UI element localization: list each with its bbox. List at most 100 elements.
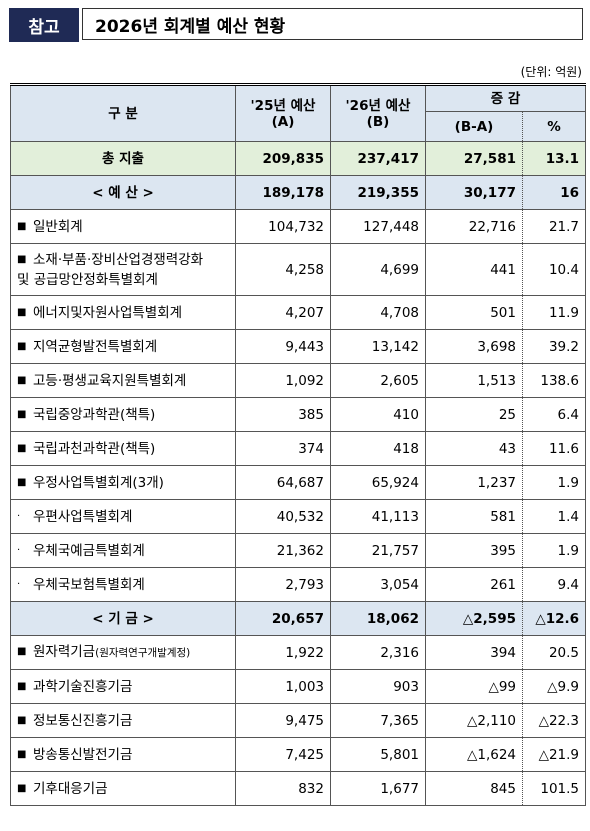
header-a-sub: (A) xyxy=(271,113,295,130)
header-b-title: '26년 예산 xyxy=(345,97,411,114)
cell-b: 2,605 xyxy=(330,363,426,398)
row-label-cell: ■ 에너지및자원사업특별회계 xyxy=(10,295,236,330)
cell-diff: 30,177 xyxy=(425,175,523,210)
row-marker: ■ xyxy=(17,340,27,352)
cell-pct: 1.9 xyxy=(521,465,587,500)
row-label: 지역균형발전특별회계 xyxy=(33,338,158,355)
cell-pct: 39.2 xyxy=(521,329,587,364)
cell-pct: 1.4 xyxy=(521,499,587,534)
title: 2026년 회계별 예산 현황 xyxy=(82,8,583,40)
row-label: 총 지출 xyxy=(102,150,144,167)
cell-b: 21,757 xyxy=(330,533,426,568)
row-marker: ■ xyxy=(17,782,27,794)
row-marker: ■ xyxy=(17,374,27,386)
cell-b: 418 xyxy=(330,431,426,466)
table-row: ■ 일반회계 104,732 127,448 22,716 21.7 xyxy=(10,209,587,244)
table-row: ■ 에너지및자원사업특별회계 4,207 4,708 501 11.9 xyxy=(10,295,587,330)
cell-a: 374 xyxy=(235,431,331,466)
row-label: < 기 금 > xyxy=(92,610,154,627)
cell-a: 64,687 xyxy=(235,465,331,500)
cell-diff: 22,716 xyxy=(425,209,523,244)
row-marker: ■ xyxy=(17,476,27,488)
row-marker: ■ xyxy=(17,306,27,318)
row-marker: ■ xyxy=(17,220,27,232)
cell-diff: 395 xyxy=(425,533,523,568)
row-label-cell: ■ 과학기술진흥기금 xyxy=(10,669,236,704)
cell-b: 2,316 xyxy=(330,635,426,670)
table-row: 총 지출 209,835 237,417 27,581 13.1 xyxy=(10,141,587,176)
row-label: 방송통신발전기금 xyxy=(33,746,133,763)
table-row: ■ 기후대응기금 832 1,677 845 101.5 xyxy=(10,771,587,806)
cell-diff: 27,581 xyxy=(425,141,523,176)
row-label-cell: ■ 국립과천과학관(책특) xyxy=(10,431,236,466)
cell-diff: 845 xyxy=(425,771,523,806)
header-label: 구 분 xyxy=(10,83,236,142)
header-pct: % xyxy=(521,111,587,142)
row-label: 국립과천과학관(책특) xyxy=(33,440,156,457)
row-label: 일반회계 xyxy=(33,218,83,235)
cell-pct: 11.9 xyxy=(521,295,587,330)
cell-a: 7,425 xyxy=(235,737,331,772)
cell-b: 237,417 xyxy=(330,141,426,176)
cell-b: 65,924 xyxy=(330,465,426,500)
row-label: 원자력기금 xyxy=(33,644,96,660)
table-body: 총 지출 209,835 237,417 27,581 13.1 < 예 산 > 189,1… xyxy=(10,141,587,806)
table-row: ■ 원자력기금(원자력연구개발계정) 1,922 2,316 394 20.5 xyxy=(10,635,587,670)
header-change: 증 감 xyxy=(424,83,587,112)
cell-diff: 1,237 xyxy=(425,465,523,500)
cell-b: 903 xyxy=(330,669,426,704)
cell-a: 385 xyxy=(235,397,331,432)
row-label: 우체국보험특별회계 xyxy=(33,576,145,593)
cell-a: 2,793 xyxy=(235,567,331,602)
cell-pct: 1.9 xyxy=(521,533,587,568)
header-a-title: '25년 예산 xyxy=(250,97,316,114)
cell-pct: △12.6 xyxy=(521,601,587,636)
table-row: ■ 과학기술진흥기금 1,003 903 △99 △9.9 xyxy=(10,669,587,704)
row-note: (원자력연구개발계정) xyxy=(95,647,191,659)
row-label: 국립중앙과학관(책특) xyxy=(33,406,156,423)
cell-pct: 13.1 xyxy=(521,141,587,176)
cell-b: 410 xyxy=(330,397,426,432)
table-row: < 기 금 > 20,657 18,062 △2,595 △12.6 xyxy=(10,601,587,636)
row-label-cell: ■ 고등·평생교육지원특별회계 xyxy=(10,363,236,398)
row-marker: ■ xyxy=(17,442,27,454)
row-label: 기후대응기금 xyxy=(33,780,108,797)
cell-diff: △1,624 xyxy=(425,737,523,772)
row-label-cell: · 우편사업특별회계 xyxy=(10,499,236,534)
cell-pct: △22.3 xyxy=(521,703,587,738)
cell-a: 9,475 xyxy=(235,703,331,738)
cell-diff: △2,595 xyxy=(425,601,523,636)
row-label-cell: ■ 정보통신진흥기금 xyxy=(10,703,236,738)
cell-pct: 101.5 xyxy=(521,771,587,806)
cell-a: 1,922 xyxy=(235,635,331,670)
cell-pct: △21.9 xyxy=(521,737,587,772)
cell-a: 189,178 xyxy=(235,175,331,210)
cell-b: 4,708 xyxy=(330,295,426,330)
budget-table: 구 분 '25년 예산 (A) '26년 예산 (B) 증 감 (B-A) % 총 … xyxy=(10,83,587,806)
row-label: 우편사업특별회계 xyxy=(33,508,133,525)
cell-b: 5,801 xyxy=(330,737,426,772)
header-b-sub: (B) xyxy=(366,113,390,130)
cell-a: 4,207 xyxy=(235,295,331,330)
cell-pct: 16 xyxy=(521,175,587,210)
cell-b: 41,113 xyxy=(330,499,426,534)
cell-diff: 1,513 xyxy=(425,363,523,398)
cell-b: 1,677 xyxy=(330,771,426,806)
cell-diff: 394 xyxy=(425,635,523,670)
row-label: 우정사업특별회계(3개) xyxy=(33,474,164,491)
row-marker: ■ xyxy=(17,646,27,657)
table-row: ■ 방송통신발전기금 7,425 5,801 △1,624 △21.9 xyxy=(10,737,587,772)
row-label-cell: ■ 일반회계 xyxy=(10,209,236,244)
row-marker: ■ xyxy=(17,408,27,420)
row-label: 고등·평생교육지원특별회계 xyxy=(33,372,187,389)
cell-b: 3,054 xyxy=(330,567,426,602)
cell-b: 219,355 xyxy=(330,175,426,210)
unit-note: (단위: 억원) xyxy=(520,65,582,79)
cell-a: 21,362 xyxy=(235,533,331,568)
cell-diff: 43 xyxy=(425,431,523,466)
cell-b: 18,062 xyxy=(330,601,426,636)
cell-a: 209,835 xyxy=(235,141,331,176)
table-row: ■ 소재·부품·장비산업경쟁력강화 및 공급망안정화특별회계 4,258 4,699 4… xyxy=(10,243,587,296)
row-marker: ■ xyxy=(17,714,27,726)
row-label-cell: < 기 금 > xyxy=(10,601,236,636)
